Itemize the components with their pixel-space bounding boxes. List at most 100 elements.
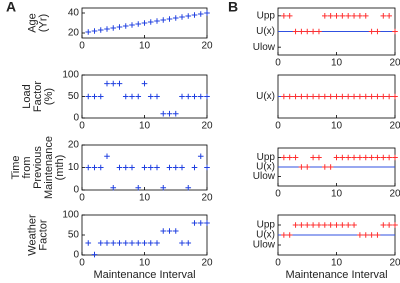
- marker: [351, 93, 357, 100]
- marker: [179, 14, 185, 20]
- marker: [316, 222, 322, 228]
- marker: [154, 93, 160, 100]
- marker: [122, 240, 129, 246]
- x-tick-label: 10: [139, 193, 151, 204]
- marker: [160, 184, 167, 191]
- marker: [374, 28, 381, 35]
- marker: [129, 240, 135, 246]
- marker: [97, 240, 104, 246]
- marker: [160, 17, 167, 23]
- x-tick-label: 20: [201, 41, 213, 52]
- marker: [386, 222, 392, 228]
- marker: [322, 222, 328, 228]
- y-tick-label: 100: [62, 70, 79, 81]
- marker: [91, 28, 98, 34]
- marker: [392, 93, 398, 100]
- marker: [304, 222, 311, 228]
- marker: [91, 93, 98, 100]
- panel-label: A: [6, 0, 16, 15]
- marker: [104, 153, 110, 160]
- y-tick-label: Upp: [257, 220, 276, 231]
- marker: [292, 222, 299, 228]
- marker: [172, 164, 179, 171]
- marker: [85, 240, 92, 246]
- marker: [345, 13, 351, 19]
- y-tick-label: U(x): [256, 26, 275, 37]
- marker: [333, 13, 340, 19]
- marker: [197, 220, 204, 226]
- marker: [357, 93, 363, 100]
- y-tick-label: 50: [68, 91, 80, 102]
- marker: [310, 28, 316, 35]
- y-tick-label: U(x): [256, 91, 275, 102]
- marker: [327, 222, 334, 228]
- marker: [351, 154, 357, 161]
- marker: [172, 228, 179, 234]
- marker: [104, 80, 110, 87]
- marker: [141, 20, 148, 26]
- panel-label: B: [228, 0, 238, 15]
- y-tick-label: 10: [68, 162, 80, 173]
- marker: [129, 93, 135, 100]
- marker: [316, 93, 322, 100]
- marker: [392, 28, 398, 35]
- marker: [97, 27, 104, 33]
- marker: [368, 28, 375, 35]
- y-tick-label: 100: [62, 210, 79, 221]
- marker: [204, 10, 210, 16]
- marker: [333, 93, 340, 100]
- marker: [286, 154, 293, 161]
- y-axis-label: Maintenance: [43, 136, 55, 199]
- marker: [97, 164, 104, 171]
- x-tick-label: 10: [331, 58, 343, 69]
- y-axis-label: Time: [10, 155, 22, 179]
- marker: [380, 154, 387, 161]
- marker: [135, 184, 142, 191]
- plot-area: [81, 214, 208, 256]
- y-tick-label: 50: [68, 230, 80, 241]
- marker: [191, 93, 198, 100]
- marker: [339, 13, 346, 19]
- marker: [179, 164, 185, 171]
- y-tick-label: U(x): [256, 230, 275, 241]
- x-tick-label: 10: [331, 258, 343, 269]
- marker: [292, 154, 299, 161]
- marker: [204, 220, 210, 226]
- marker: [147, 240, 154, 246]
- marker: [298, 28, 305, 35]
- marker: [160, 110, 167, 117]
- marker: [135, 21, 142, 27]
- marker: [333, 154, 340, 161]
- marker: [110, 80, 117, 87]
- marker: [185, 93, 192, 100]
- marker: [316, 154, 322, 161]
- marker: [141, 80, 148, 87]
- marker: [154, 240, 160, 246]
- marker: [129, 22, 135, 28]
- marker: [104, 240, 110, 246]
- marker: [97, 93, 104, 100]
- y-axis-label: Previous: [32, 146, 44, 189]
- marker: [392, 222, 398, 228]
- x-tick-label: 10: [139, 258, 151, 269]
- marker: [185, 184, 192, 191]
- y-tick-label: 20: [68, 28, 80, 39]
- y-axis-label: from: [21, 157, 33, 179]
- y-axis-label: Load: [21, 84, 33, 108]
- marker: [316, 28, 322, 35]
- marker: [327, 164, 334, 170]
- marker: [339, 222, 346, 228]
- x-tick-label: 20: [389, 189, 400, 200]
- marker: [204, 164, 210, 171]
- marker: [362, 13, 369, 19]
- marker: [386, 154, 392, 161]
- y-tick-label: Ulow: [253, 42, 276, 53]
- marker: [304, 93, 311, 100]
- marker: [172, 110, 179, 117]
- y-axis-label: (%): [43, 88, 55, 105]
- marker: [286, 13, 293, 19]
- marker: [160, 228, 167, 234]
- marker: [339, 93, 346, 100]
- x-tick-label: 10: [139, 121, 151, 132]
- marker: [191, 164, 198, 171]
